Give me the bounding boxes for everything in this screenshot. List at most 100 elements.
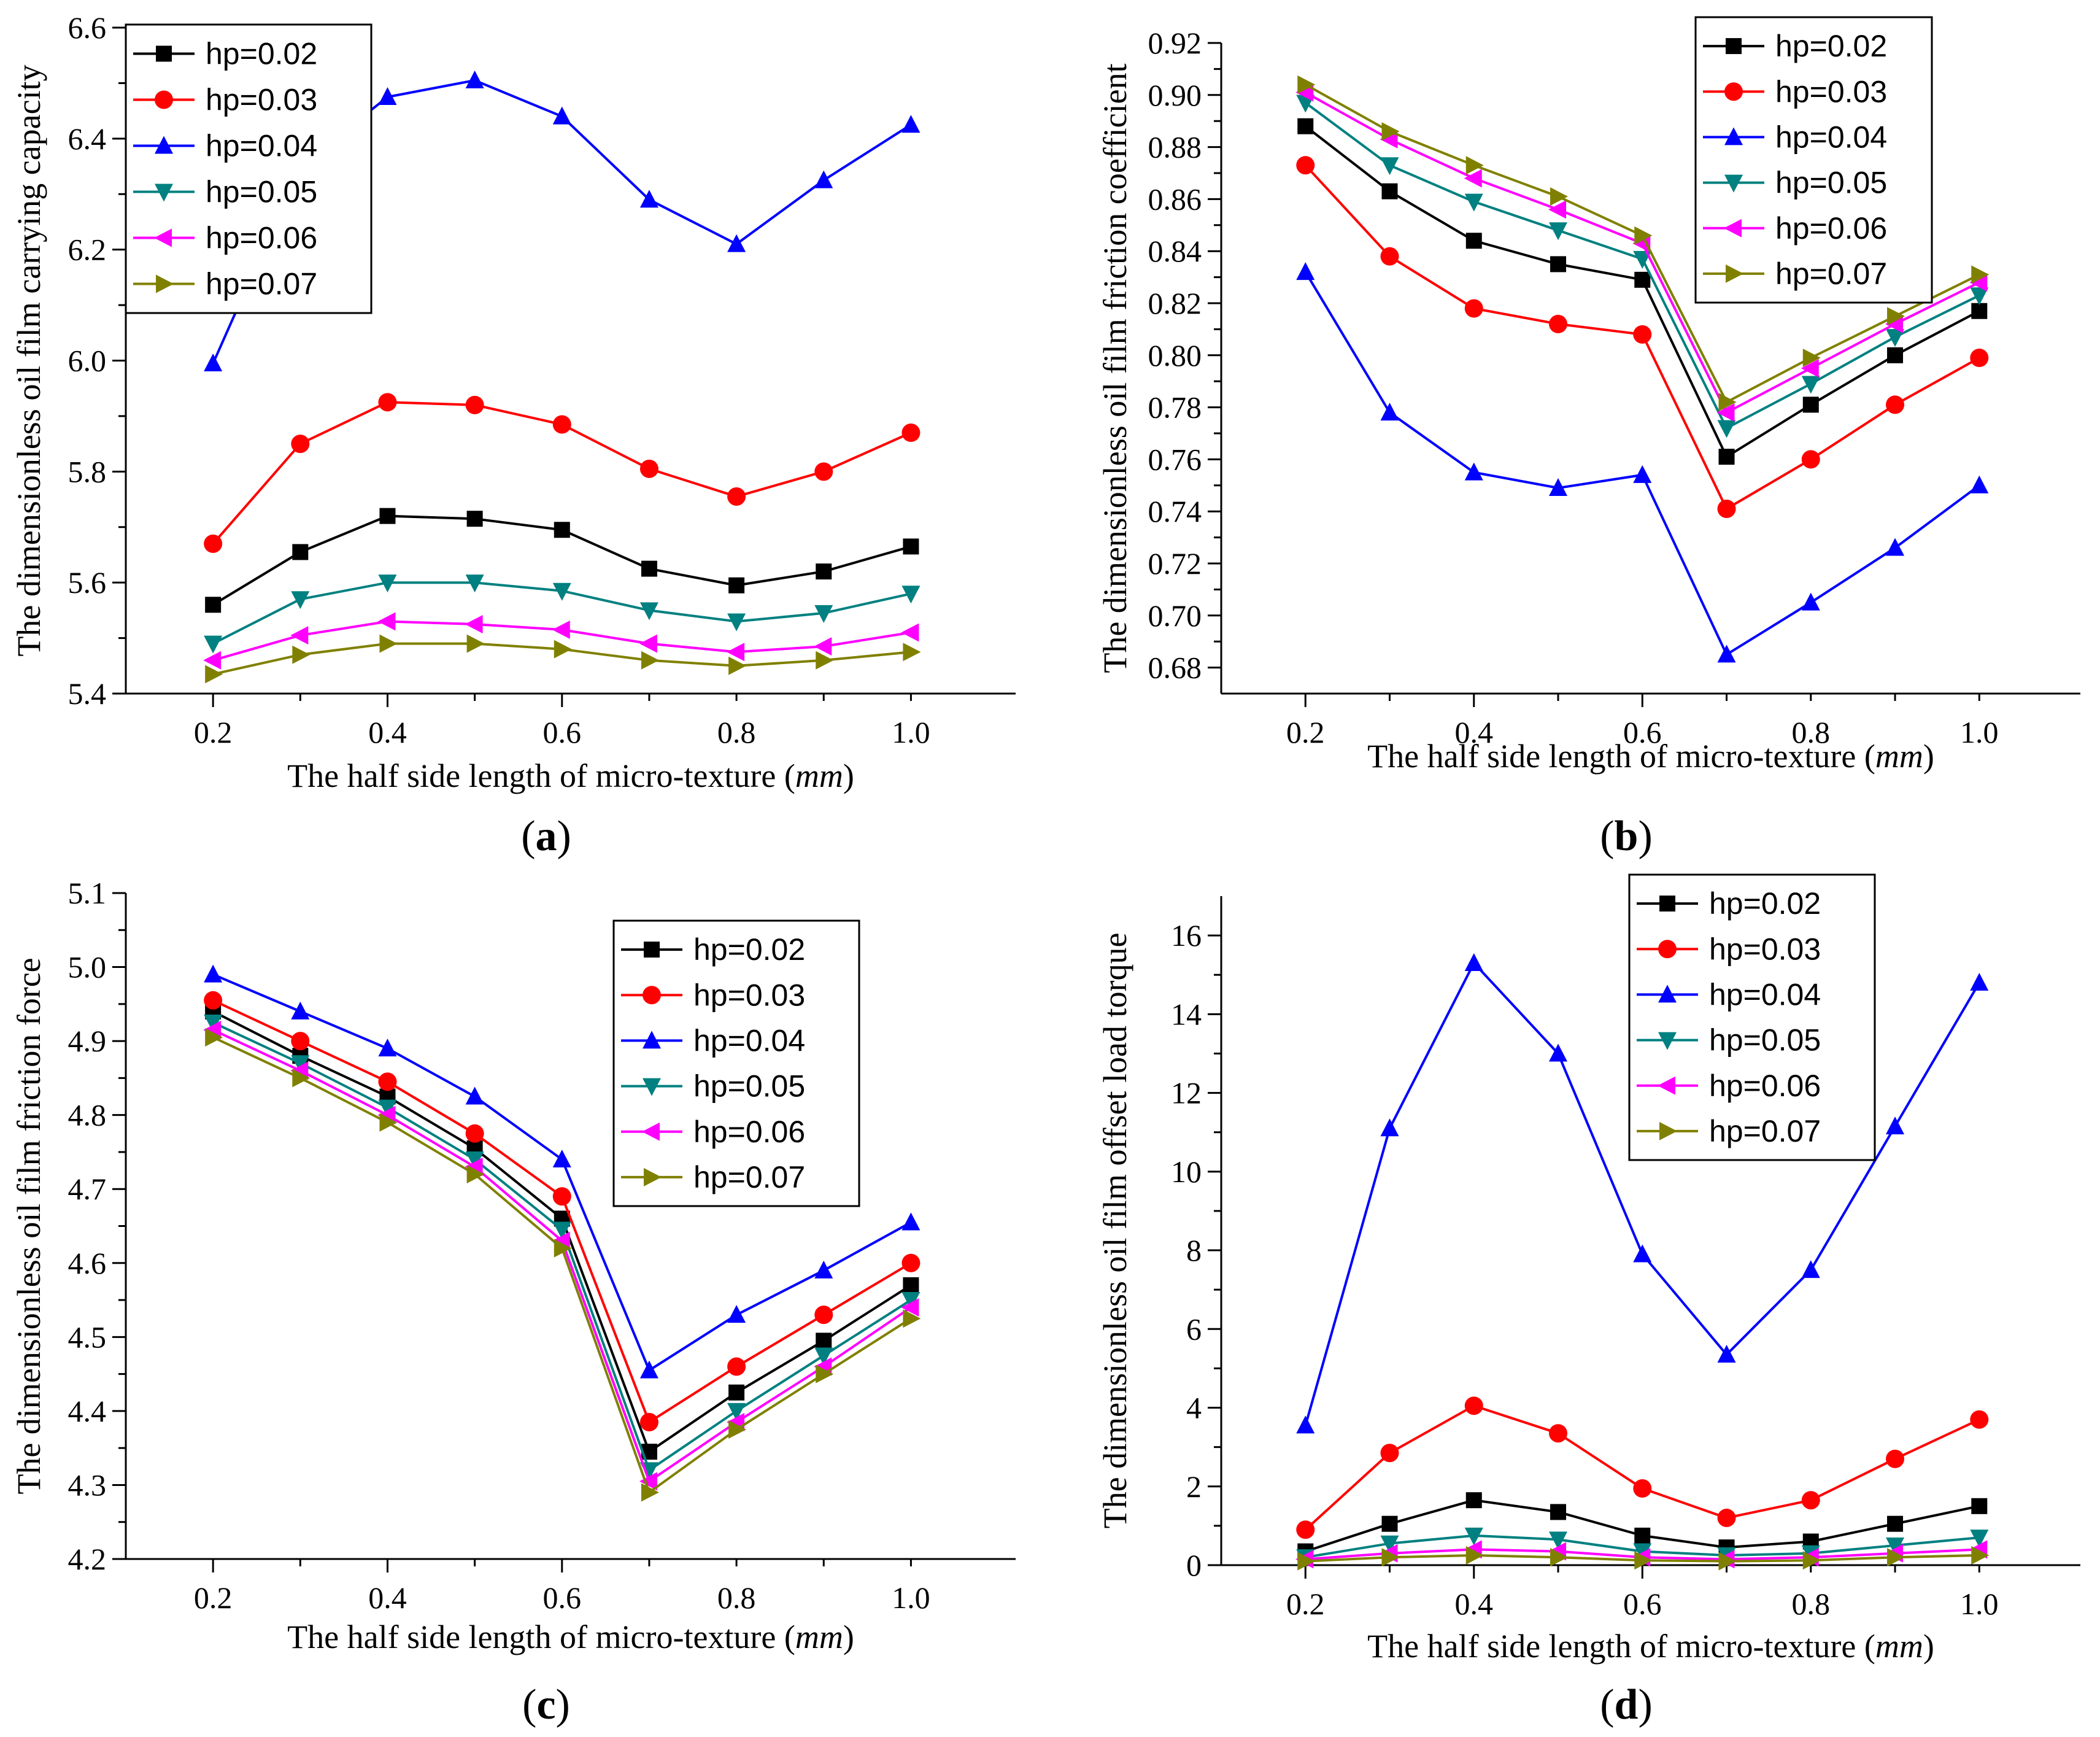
data-point [204,354,223,372]
x-tick-label: 0.6 [543,715,582,749]
data-point [466,511,483,527]
legend-label: hp=0.06 [206,221,317,255]
x-axis-title: The half side length of micro-texture (m… [1367,738,1934,775]
legend-marker [1658,985,1677,1003]
legend-label: hp=0.03 [1775,74,1887,109]
data-point [901,623,919,642]
data-point [1297,118,1314,134]
series-hp=0.03 [1296,1396,1989,1539]
data-point [1381,122,1400,141]
chart-panel-a: 0.2 0.4 0.6 0.8 1.0 5.4 5.6 5.8 6.0 6.2 6.4 6.6 The … [10,10,1016,860]
series-hp=0.07 [205,634,921,684]
data-point [552,1150,571,1167]
data-point [290,626,309,645]
series-hp=0.03 [1296,156,1989,518]
data-point [901,586,921,604]
data-point [639,1412,658,1431]
y-tick-label: 0.72 [1148,546,1202,581]
data-point [1296,262,1315,280]
panel-label-close: ) [556,1681,570,1728]
y-tick-label: 5.6 [68,565,107,600]
x-axis-title-paren: ) [843,1619,854,1655]
data-point [205,665,223,684]
data-point [727,1305,746,1323]
data-point [814,1306,833,1325]
data-point [1380,1535,1399,1553]
panel-label: (b) [1600,813,1653,860]
legend: hp=0.02 hp=0.03 hp=0.04 hp=0.05 hp=0.06 hp=0.… [1628,873,1876,1161]
series-hp=0.07 [1297,75,1990,412]
x-axis-title-paren: ) [1923,738,1934,775]
data-point [1716,403,1735,422]
data-point [814,1260,833,1279]
y-tick-label: 4.3 [68,1468,107,1502]
data-point [1296,156,1315,175]
legend-label: hp=0.06 [1709,1069,1821,1103]
data-point [727,234,746,252]
data-point [1971,1498,1988,1514]
data-point [1970,475,1989,493]
data-point [1887,1515,1904,1532]
legend-marker [1658,1076,1675,1095]
data-point [1633,325,1652,344]
data-point [1634,1551,1653,1570]
legend-marker [643,986,661,1005]
data-point [1297,75,1316,94]
legend-marker [644,1167,662,1186]
y-tick-label: 0.68 [1148,651,1202,685]
data-point [1381,183,1398,199]
chart-panel-b: 0.2 0.4 0.6 0.8 1.0 0.68 0.70 0.72 0.74 0.76 0.78 0… [1097,16,2080,860]
legend-label: hp=0.06 [1775,211,1887,246]
data-point [816,1333,832,1349]
panel-label-close: ) [1638,813,1652,860]
data-point [639,602,658,621]
data-point [1971,303,1988,319]
data-point [204,635,223,654]
x-tick-label: 0.8 [1792,1587,1831,1621]
data-point [1634,226,1653,245]
data-point [1465,233,1482,249]
data-point [1801,1491,1820,1510]
legend-label: hp=0.05 [1709,1023,1821,1058]
data-point [728,1384,745,1401]
data-point [1464,299,1483,318]
y-tick-label: 0.70 [1148,598,1202,633]
data-point [1801,450,1820,469]
data-point [205,597,222,613]
series-hp=0.07 [1297,1546,1990,1571]
data-point [1717,644,1736,663]
legend-marker [1724,82,1743,101]
data-point [204,1014,223,1032]
data-point [1464,953,1483,971]
data-point [1296,1520,1315,1539]
y-tick-label: 0.76 [1148,442,1202,476]
legend-marker [156,45,172,62]
data-point [1801,359,1819,377]
data-point [816,651,834,670]
data-point [292,645,311,664]
x-axis-title-unit: mm [795,1619,843,1655]
data-point [1465,1546,1484,1565]
y-tick-label: 4.2 [68,1542,107,1576]
data-point [1549,478,1568,497]
data-point [1633,465,1652,483]
data-point [1549,1043,1568,1062]
y-tick-label: 6.0 [68,344,107,378]
y-tick-label: 4.7 [68,1172,107,1206]
data-point [466,634,485,653]
data-point [552,1221,571,1240]
data-point [1801,592,1820,611]
data-point [1970,1530,1989,1548]
y-tick-label: 5.4 [68,676,107,711]
data-point [1464,462,1483,481]
data-point [1549,222,1568,241]
data-point [204,534,223,553]
x-axis-title: The half side length of micro-texture (m… [1367,1628,1934,1665]
data-point [1549,1424,1568,1443]
data-point [465,70,484,88]
y-tick-label: 0 [1186,1548,1202,1582]
data-point [727,1402,746,1421]
data-point [204,964,223,983]
data-point [641,560,657,577]
data-point [552,415,571,434]
